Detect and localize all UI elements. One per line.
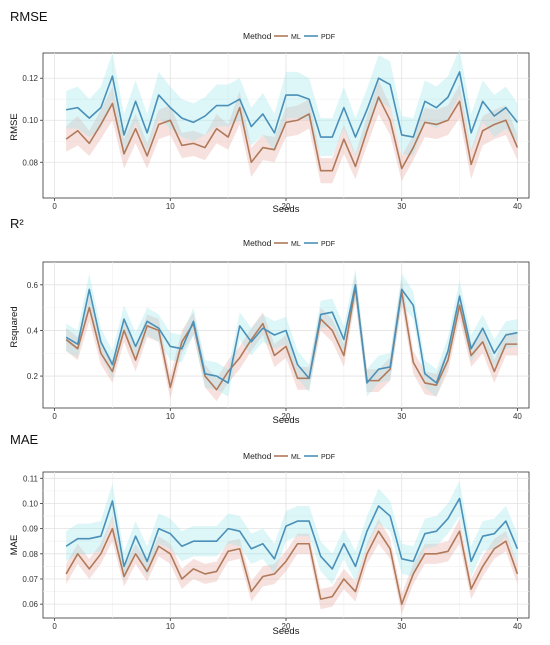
legend-label-ml: ML: [291, 241, 301, 248]
x-tick-label: 10: [166, 622, 175, 631]
legend-title: Method: [243, 238, 272, 248]
x-tick-label: 30: [397, 412, 406, 421]
y-tick-label: 0.09: [22, 525, 38, 534]
legend: Method ML PDF: [243, 238, 335, 248]
x-tick-label: 20: [282, 202, 291, 211]
plot-area: 0 10 20 30 40 0.08 0.10 0.12: [22, 48, 530, 211]
series-line-ml: [65, 96, 519, 172]
y-tick-label: 0.07: [22, 575, 38, 584]
panel-title: R²: [10, 216, 24, 231]
confidence-band-ml: [66, 516, 518, 615]
x-tick-label: 20: [282, 622, 291, 631]
y-axis-label: RMSE: [9, 113, 20, 140]
y-tick-label: 0.12: [22, 74, 38, 83]
series-line-ml: [65, 527, 519, 605]
panel-rsquared: R² Method ML PDF 0 10 20 30 40 0.2 0.4 0.6 Seed…: [9, 216, 530, 426]
legend: Method ML PDF: [243, 451, 335, 461]
panel-title: RMSE: [10, 9, 48, 24]
confidence-band-pdf: [66, 268, 518, 397]
plot-area: 0 10 20 30 40 0.2 0.4 0.6: [27, 261, 530, 421]
legend-label-pdf: PDF: [321, 241, 335, 248]
x-tick-label: 0: [52, 622, 57, 631]
legend-label-pdf: PDF: [321, 454, 335, 461]
x-tick-label: 10: [166, 412, 175, 421]
series-line-pdf: [65, 71, 519, 138]
x-tick-label: 30: [397, 202, 406, 211]
x-axis-label: Seeds: [273, 415, 300, 426]
confidence-band-pdf: [66, 48, 518, 156]
legend-label-ml: ML: [291, 34, 301, 41]
y-axis-label: Rsquared: [9, 306, 20, 347]
panel-title: MAE: [10, 432, 39, 447]
x-tick-label: 0: [52, 202, 57, 211]
y-tick-label: 0.4: [27, 326, 39, 335]
x-axis-label: Seeds: [273, 626, 300, 637]
legend: Method ML PDF: [243, 31, 335, 41]
x-tick-label: 30: [397, 622, 406, 631]
y-tick-label: 0.06: [22, 600, 38, 609]
y-tick-label: 0.11: [23, 474, 39, 483]
confidence-band-pdf: [66, 480, 518, 585]
panel-rmse: RMSE Method ML PDF 0 10 20 30 40 0.08 0.10 0.12…: [9, 9, 530, 215]
y-axis-label: MAE: [9, 535, 20, 556]
series-line-pdf: [65, 284, 518, 384]
y-tick-label: 0.6: [27, 281, 39, 290]
x-tick-label: 10: [166, 202, 175, 211]
x-tick-label: 40: [513, 202, 522, 211]
x-tick-label: 40: [513, 412, 522, 421]
legend-title: Method: [243, 451, 272, 461]
y-tick-label: 0.10: [22, 116, 38, 125]
legend-label-pdf: PDF: [321, 34, 335, 41]
y-tick-label: 0.10: [22, 499, 38, 508]
series-line-pdf: [65, 497, 519, 570]
confidence-band-ml: [66, 80, 518, 184]
x-axis-label: Seeds: [273, 204, 300, 215]
x-tick-label: 40: [513, 622, 522, 631]
y-tick-label: 0.2: [27, 372, 39, 381]
x-tick-label: 20: [282, 412, 291, 421]
legend-title: Method: [243, 31, 272, 41]
y-tick-label: 0.08: [22, 158, 38, 167]
panel-mae: MAE Method ML PDF 0 10 20 30 400.060.070.080…: [9, 432, 530, 637]
legend-label-ml: ML: [291, 454, 301, 461]
y-tick-label: 0.08: [22, 550, 38, 559]
plot-area: 0 10 20 30 40 0.06 0.07 0.08 0.09 0.10 0.11: [22, 471, 530, 631]
series-line-ml: [65, 286, 518, 391]
x-tick-label: 0: [52, 412, 57, 421]
